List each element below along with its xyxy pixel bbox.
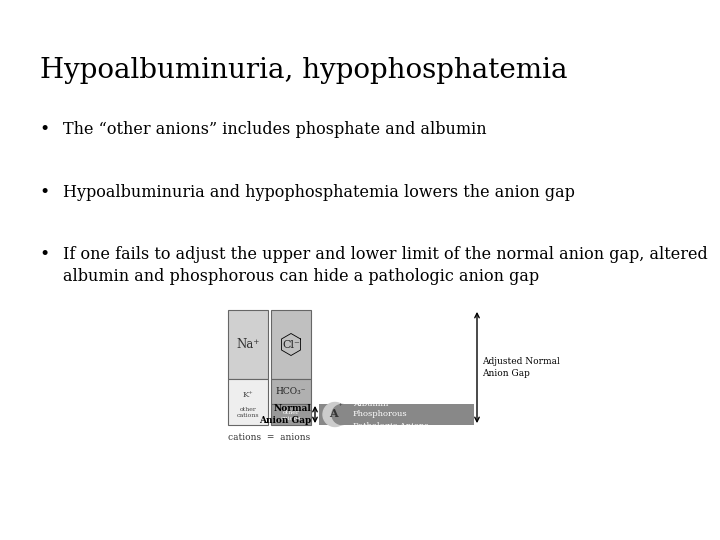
Bar: [271, 404, 311, 425]
Bar: [228, 310, 268, 379]
Text: If one fails to adjust the upper and lower limit of the normal anion gap, altere: If one fails to adjust the upper and low…: [63, 246, 708, 285]
Bar: [271, 379, 311, 404]
Text: A: A: [329, 408, 337, 419]
Text: other: other: [283, 410, 300, 415]
Text: other
cations: other cations: [237, 407, 259, 417]
Text: ⁺: ⁺: [338, 402, 342, 410]
Text: cations  =  anions: cations = anions: [228, 433, 310, 442]
Text: anions: anions: [281, 416, 301, 421]
Text: HCO₃⁻: HCO₃⁻: [276, 387, 306, 396]
Bar: [319, 404, 474, 425]
Text: •: •: [40, 122, 50, 138]
Circle shape: [332, 404, 352, 424]
Text: Cl⁻: Cl⁻: [282, 340, 300, 349]
Text: Normal
Anion Gap: Normal Anion Gap: [258, 404, 311, 424]
Text: K⁺: K⁺: [243, 391, 253, 399]
Text: Hypoalbuminuria and hypophosphatemia lowers the anion gap: Hypoalbuminuria and hypophosphatemia low…: [63, 184, 575, 200]
Bar: [228, 379, 268, 425]
Text: Albumin
Phosphorous
Pathologic Anions: Albumin Phosphorous Pathologic Anions: [353, 400, 428, 429]
Text: Hypoalbuminuria, hypophosphatemia: Hypoalbuminuria, hypophosphatemia: [40, 57, 567, 84]
Circle shape: [323, 402, 347, 427]
Bar: [271, 310, 311, 379]
Text: The “other anions” includes phosphate and albumin: The “other anions” includes phosphate an…: [63, 122, 487, 138]
Text: •: •: [40, 184, 50, 200]
Text: Adjusted Normal
Anion Gap: Adjusted Normal Anion Gap: [482, 357, 559, 377]
Text: Na⁺: Na⁺: [236, 338, 260, 351]
Text: •: •: [40, 246, 50, 262]
